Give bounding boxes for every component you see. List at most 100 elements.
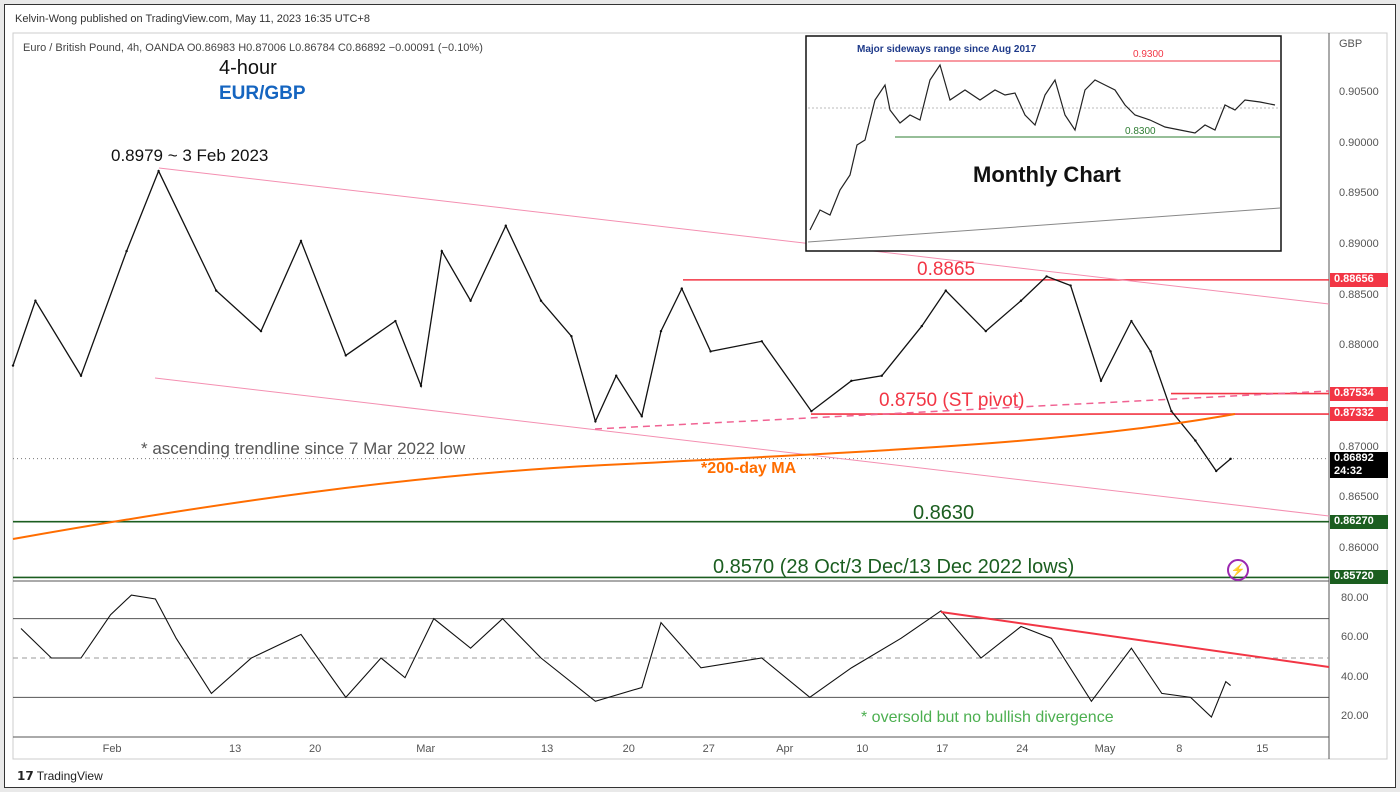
- rsi-annotation: * oversold but no bullish divergence: [861, 709, 1114, 726]
- price-point: [259, 329, 263, 333]
- rsi-series-line: [20, 594, 1231, 718]
- support-1-label: 0.8630: [913, 502, 975, 524]
- channel-upper-line: [158, 167, 1330, 305]
- timeframe-title: 4-hour: [219, 57, 277, 79]
- price-point: [760, 340, 763, 343]
- price-point: [344, 354, 347, 357]
- price-label-last: 0.86892 24:32: [1330, 451, 1388, 478]
- rsi-tick-label: 20.00: [1341, 710, 1369, 723]
- price-label-resistance: 0.88656: [1330, 272, 1388, 287]
- price-point: [810, 410, 813, 413]
- time-tick-label: 15: [1256, 743, 1269, 755]
- price-point: [34, 299, 37, 302]
- inset-high-level: 0.9300: [1133, 49, 1164, 60]
- price-point: [157, 169, 160, 173]
- price-point: [1019, 299, 1023, 302]
- currency-label: GBP: [1339, 38, 1363, 50]
- chart-canvas[interactable]: [5, 5, 1395, 787]
- price-point: [1170, 410, 1173, 413]
- tradingview-logo[interactable]: 𝟭𝟳 TradingView: [17, 769, 103, 783]
- price-point: [299, 239, 303, 243]
- price-tick-label: 0.90500: [1339, 86, 1379, 98]
- price-label-support: 0.86270: [1330, 514, 1388, 529]
- lightning-alert-icon[interactable]: ⚡: [1227, 559, 1249, 581]
- price-tick-label: 0.88500: [1339, 288, 1379, 301]
- publish-info: Kelvin-Wong published on TradingView.com…: [15, 13, 370, 25]
- brand-name: TradingView: [36, 769, 103, 783]
- price-point: [570, 335, 573, 338]
- price-point: [504, 224, 507, 227]
- price-point: [880, 374, 883, 377]
- price-tick-label: 0.89500: [1339, 187, 1379, 200]
- price-point: [1130, 319, 1133, 323]
- price-label-resistance: 0.87534: [1330, 386, 1388, 401]
- time-tick-label: Apr: [776, 743, 794, 755]
- price-tick-label: 0.86500: [1339, 491, 1379, 504]
- time-tick-label: 8: [1176, 743, 1183, 755]
- price-point: [709, 350, 712, 353]
- price-tick-label: 0.90000: [1339, 136, 1379, 149]
- price-point: [1045, 275, 1048, 278]
- price-point: [11, 364, 15, 367]
- tv-logo-icon: 𝟭𝟳: [17, 769, 34, 783]
- chart-frame: Kelvin-Wong published on TradingView.com…: [4, 4, 1396, 788]
- ma-200-line: [12, 413, 1236, 540]
- time-tick-label: 13: [541, 743, 554, 755]
- rsi-tick-label: 80.00: [1341, 592, 1369, 604]
- time-tick-label: May: [1094, 743, 1116, 755]
- time-tick-label: 27: [702, 743, 715, 755]
- price-point: [594, 420, 597, 423]
- price-point: [1194, 439, 1197, 442]
- time-tick-label: 10: [856, 743, 869, 755]
- price-point: [850, 379, 853, 383]
- price-point: [79, 374, 83, 377]
- price-point: [469, 299, 472, 302]
- price-tick-label: 0.86000: [1339, 542, 1379, 555]
- channel-lower-line: [154, 377, 1330, 517]
- price-label-resistance: 0.87332: [1330, 407, 1388, 422]
- inset-title: Monthly Chart: [973, 162, 1121, 187]
- rsi-trendline: [940, 611, 1330, 668]
- price-point: [659, 329, 663, 333]
- price-point: [1215, 469, 1218, 473]
- symbol-legend: Euro / British Pound, 4h, OANDA O0.86983…: [23, 42, 483, 54]
- support-2-label: 0.8570 (28 Oct/3 Dec/13 Dec 2022 lows): [713, 556, 1075, 578]
- rsi-tick-label: 40.00: [1341, 670, 1369, 683]
- price-point: [440, 249, 443, 253]
- ma-label: *200-day MA: [701, 460, 797, 477]
- time-tick-label: 13: [229, 743, 242, 755]
- time-tick-label: 24: [1016, 743, 1029, 755]
- price-tick-label: 0.89000: [1339, 238, 1379, 250]
- price-point: [920, 324, 923, 328]
- monthly-inset: [805, 35, 1282, 252]
- price-point: [1229, 457, 1232, 461]
- price-point: [1099, 379, 1103, 383]
- price-point: [1149, 350, 1152, 353]
- resistance-label: 0.8865: [917, 259, 976, 280]
- price-point: [640, 415, 643, 418]
- inset-low-level: 0.8300: [1125, 126, 1156, 137]
- price-point: [615, 374, 618, 377]
- time-tick-label: Mar: [416, 743, 436, 755]
- time-tick-label: 20: [622, 743, 635, 755]
- pair-title: EUR/GBP: [219, 83, 306, 104]
- trendline-label: * ascending trendline since 7 Mar 2022 l…: [141, 439, 466, 458]
- price-point: [1069, 284, 1072, 287]
- inset-note: Major sideways range since Aug 2017: [857, 44, 1037, 55]
- price-point: [944, 289, 947, 292]
- price-point: [394, 319, 397, 323]
- high-annotation: 0.8979 ~ 3 Feb 2023: [111, 146, 269, 165]
- price-point: [680, 287, 683, 290]
- price-point: [215, 289, 218, 292]
- price-point: [419, 384, 423, 388]
- time-tick-label: 17: [936, 743, 949, 755]
- price-tick-label: 0.87000: [1339, 440, 1379, 453]
- rsi-tick-label: 60.00: [1341, 631, 1369, 644]
- time-tick-label: Feb: [102, 743, 122, 755]
- time-tick-label: 20: [309, 743, 322, 755]
- price-tick-label: 0.88000: [1339, 339, 1379, 352]
- price-point: [125, 249, 128, 253]
- price-label-support: 0.85720: [1330, 570, 1388, 585]
- price-point: [539, 299, 543, 302]
- price-point: [984, 329, 987, 333]
